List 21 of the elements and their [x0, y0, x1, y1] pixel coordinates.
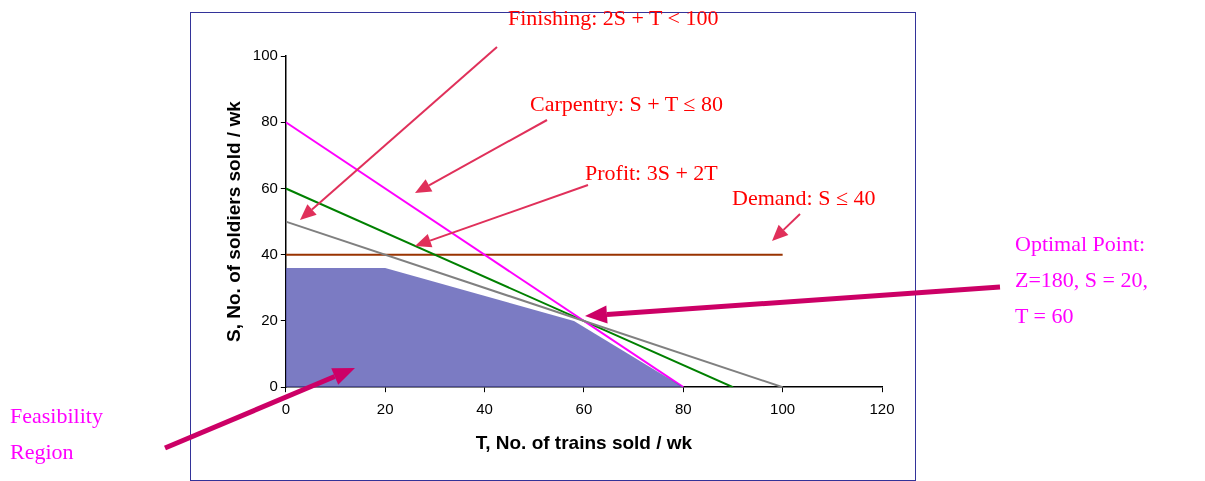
- x-tick-label: 20: [376, 400, 394, 418]
- annotation: Demand: S ≤ 40: [732, 184, 876, 212]
- x-axis-title: T, No. of trains sold / wk: [475, 431, 693, 453]
- x-tick-label: 80: [674, 400, 692, 418]
- x-tick-label: 120: [869, 400, 895, 418]
- annotation: Profit: 3S + 2T: [585, 159, 718, 187]
- x-tick-label: 60: [575, 400, 593, 418]
- annotation: Carpentry: S + T ≤ 80: [530, 90, 723, 118]
- x-tick-label: 40: [476, 400, 493, 418]
- x-tick-label: 100: [770, 400, 796, 418]
- y-tick-label: 60: [261, 178, 278, 196]
- y-tick-label: 40: [261, 244, 278, 262]
- text: Optimal Point: Z=180, S = 20, T = 60: [1015, 230, 1148, 330]
- y-tick-label: 80: [261, 112, 278, 130]
- y-tick-label: 20: [261, 311, 278, 329]
- y-axis-title: S, No. of soldiers sold / wk: [222, 100, 244, 342]
- x-tick-label: 0: [281, 400, 290, 418]
- text: Feasibility Region: [10, 402, 103, 466]
- text: Finishing: 2S + T < 100: [508, 4, 719, 32]
- y-tick-label: 0: [269, 377, 278, 395]
- y-tick-label: 100: [252, 46, 278, 64]
